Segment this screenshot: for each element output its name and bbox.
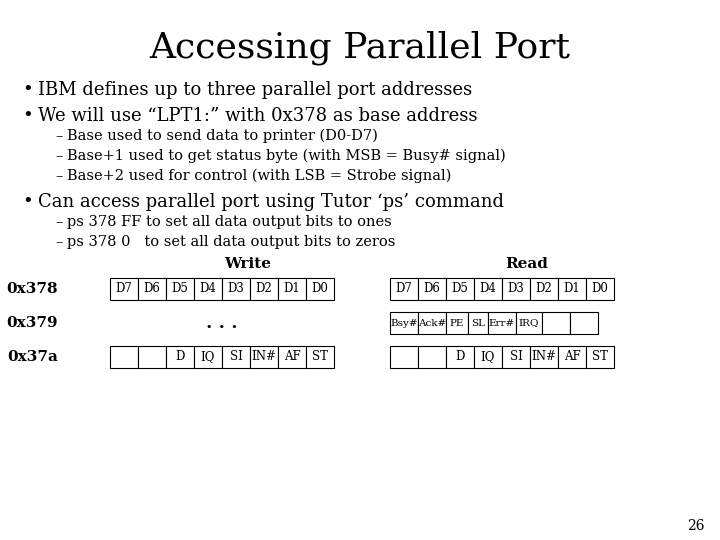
Bar xyxy=(306,346,334,368)
Bar xyxy=(502,346,530,368)
Text: D2: D2 xyxy=(536,282,552,295)
Bar xyxy=(530,278,558,300)
Text: D4: D4 xyxy=(480,282,496,295)
Bar xyxy=(586,278,614,300)
Text: AF: AF xyxy=(284,350,300,363)
Text: PE: PE xyxy=(450,319,464,327)
Text: ST: ST xyxy=(312,350,328,363)
Bar xyxy=(542,312,570,334)
Text: Read: Read xyxy=(505,257,549,271)
Text: D0: D0 xyxy=(312,282,328,295)
Bar xyxy=(474,278,502,300)
Text: ST: ST xyxy=(592,350,608,363)
Text: D2: D2 xyxy=(256,282,272,295)
Text: IQ: IQ xyxy=(481,350,495,363)
Text: D: D xyxy=(455,350,464,363)
Text: D1: D1 xyxy=(564,282,580,295)
Bar xyxy=(474,346,502,368)
Bar xyxy=(570,312,598,334)
Bar xyxy=(166,346,194,368)
Bar xyxy=(194,346,222,368)
Text: •: • xyxy=(22,81,32,99)
Bar xyxy=(250,346,278,368)
Text: . . .: . . . xyxy=(206,314,238,332)
Text: D0: D0 xyxy=(592,282,608,295)
Text: SI: SI xyxy=(230,350,243,363)
Text: AF: AF xyxy=(564,350,580,363)
Text: 26: 26 xyxy=(688,519,705,533)
Text: IN#: IN# xyxy=(251,350,276,363)
Bar xyxy=(418,346,446,368)
Text: Base+1 used to get status byte (with MSB = Busy# signal): Base+1 used to get status byte (with MSB… xyxy=(67,149,505,163)
Text: D5: D5 xyxy=(171,282,189,295)
Text: Can access parallel port using Tutor ‘ps’ command: Can access parallel port using Tutor ‘ps… xyxy=(38,193,504,211)
Text: Base used to send data to printer (D0-D7): Base used to send data to printer (D0-D7… xyxy=(67,129,378,143)
Bar xyxy=(558,346,586,368)
Text: •: • xyxy=(22,107,32,125)
Bar xyxy=(530,346,558,368)
Bar xyxy=(586,346,614,368)
Bar xyxy=(390,278,418,300)
Text: SL: SL xyxy=(471,319,485,327)
Bar xyxy=(446,346,474,368)
Text: IN#: IN# xyxy=(531,350,557,363)
Bar xyxy=(250,278,278,300)
Bar xyxy=(138,346,166,368)
Bar xyxy=(110,346,138,368)
Text: D1: D1 xyxy=(284,282,300,295)
Text: –: – xyxy=(55,169,63,183)
Bar xyxy=(390,312,418,334)
Text: ps 378 0   to set all data output bits to zeros: ps 378 0 to set all data output bits to … xyxy=(67,235,395,249)
Text: D: D xyxy=(175,350,185,363)
Text: 0x379: 0x379 xyxy=(6,316,58,330)
Text: –: – xyxy=(55,215,63,229)
Bar xyxy=(488,312,516,334)
Text: 0x378: 0x378 xyxy=(6,282,58,296)
Text: D7: D7 xyxy=(395,282,413,295)
Text: IRQ: IRQ xyxy=(518,319,539,327)
Text: Err#: Err# xyxy=(489,319,515,327)
Text: –: – xyxy=(55,235,63,249)
Text: We will use “LPT1:” with 0x378 as base address: We will use “LPT1:” with 0x378 as base a… xyxy=(38,107,477,125)
Text: ps 378 FF to set all data output bits to ones: ps 378 FF to set all data output bits to… xyxy=(67,215,392,229)
Text: D6: D6 xyxy=(143,282,161,295)
Bar xyxy=(306,278,334,300)
Bar xyxy=(446,278,474,300)
Text: Write: Write xyxy=(225,257,271,271)
Text: Base+2 used for control (with LSB = Strobe signal): Base+2 used for control (with LSB = Stro… xyxy=(67,169,451,183)
Text: D6: D6 xyxy=(423,282,441,295)
Text: SI: SI xyxy=(510,350,523,363)
Bar xyxy=(110,278,138,300)
Text: •: • xyxy=(22,193,32,211)
Text: D4: D4 xyxy=(199,282,217,295)
Bar xyxy=(222,278,250,300)
Bar xyxy=(446,312,468,334)
Text: D3: D3 xyxy=(228,282,244,295)
Text: Accessing Parallel Port: Accessing Parallel Port xyxy=(150,31,570,65)
Text: D7: D7 xyxy=(116,282,132,295)
Bar xyxy=(390,346,418,368)
Text: D5: D5 xyxy=(451,282,469,295)
Text: IBM defines up to three parallel port addresses: IBM defines up to three parallel port ad… xyxy=(38,81,472,99)
Bar xyxy=(502,278,530,300)
Text: Ack#: Ack# xyxy=(418,319,446,327)
Bar xyxy=(166,278,194,300)
Text: D3: D3 xyxy=(508,282,524,295)
Bar xyxy=(516,312,542,334)
Bar xyxy=(418,312,446,334)
Bar xyxy=(278,278,306,300)
Bar xyxy=(558,278,586,300)
Bar xyxy=(194,278,222,300)
Text: –: – xyxy=(55,149,63,163)
Bar xyxy=(222,346,250,368)
Bar xyxy=(278,346,306,368)
Text: Bsy#: Bsy# xyxy=(390,319,418,327)
Text: 0x37a: 0x37a xyxy=(7,350,58,364)
Bar xyxy=(138,278,166,300)
Bar xyxy=(418,278,446,300)
Bar xyxy=(468,312,488,334)
Text: IQ: IQ xyxy=(201,350,215,363)
Text: –: – xyxy=(55,129,63,143)
